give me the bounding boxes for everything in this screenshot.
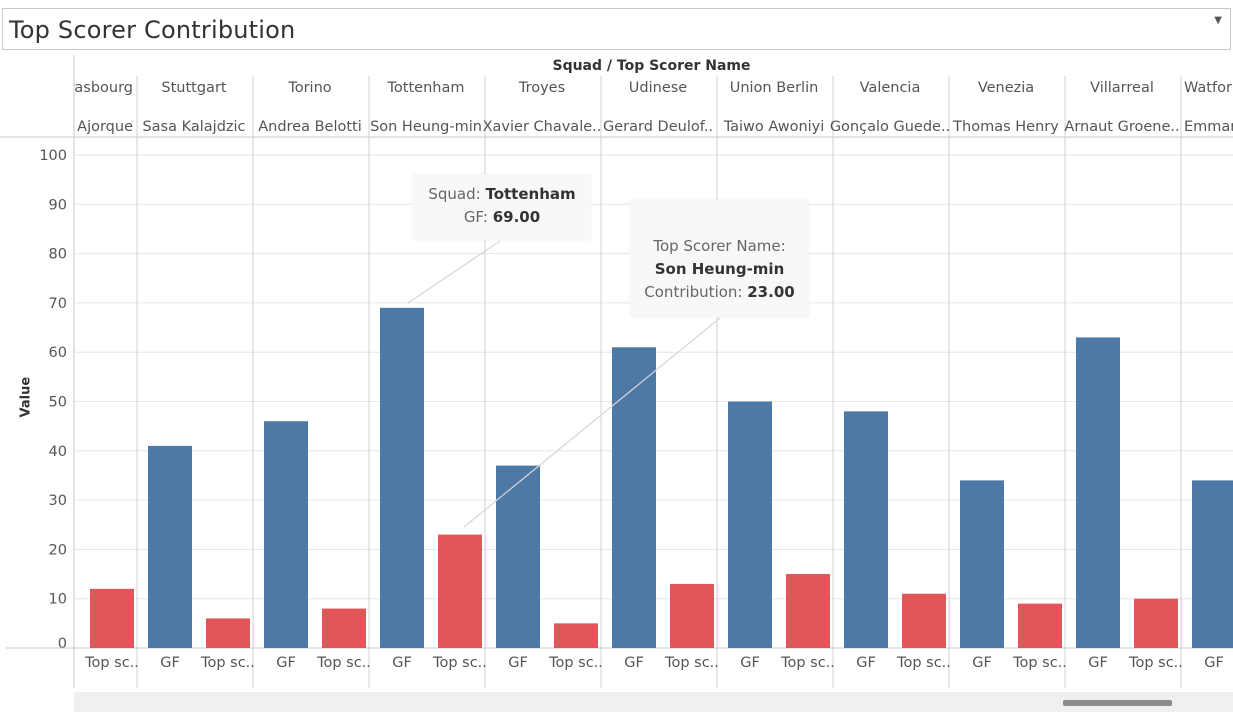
bar-gf[interactable] <box>496 465 540 648</box>
x-category-label: GF <box>160 655 180 671</box>
bar-contribution[interactable] <box>90 588 134 648</box>
y-tick-label: 70 <box>49 296 67 312</box>
y-tick-label: 100 <box>39 148 67 164</box>
x-category-label: GF <box>856 655 876 671</box>
tooltip-label: Top Scorer Name: <box>653 237 786 255</box>
squad-header[interactable]: Torino <box>287 80 331 96</box>
chart-title: Top Scorer Contribution <box>9 16 296 44</box>
y-tick-label: 50 <box>49 395 67 411</box>
squad-header[interactable]: Valencia <box>860 80 921 96</box>
bar-gf[interactable] <box>1192 480 1233 648</box>
x-category-label: Top sc.. <box>896 655 951 671</box>
bars-group[interactable]: rasbourg Ajorque Top sc.. Stuttgart Sasa Kal… <box>68 76 1233 688</box>
x-category-label: Top sc.. <box>1012 655 1067 671</box>
y-tick-label: 10 <box>49 592 67 608</box>
bar-contribution[interactable] <box>1134 598 1178 648</box>
tooltip-label: Squad: <box>428 185 486 203</box>
bar-contribution[interactable] <box>438 534 482 648</box>
scorer-header[interactable]: Gerard Deulof.. <box>603 119 713 135</box>
x-category-label: GF <box>508 655 528 671</box>
tooltip-gf: Squad: Tottenham GF: 69.00 <box>413 174 591 240</box>
scorer-header[interactable]: Gonçalo Guede.. <box>830 119 950 135</box>
scrollbar-thumb[interactable] <box>1063 700 1172 706</box>
squad-header[interactable]: Troyes <box>518 80 565 96</box>
scorer-header[interactable]: Arnaut Groene.. <box>1064 119 1179 135</box>
scorer-header[interactable]: Sasa Kalajdzic <box>142 119 245 135</box>
squad-header[interactable]: Watfor <box>1184 80 1232 96</box>
x-category-label: GF <box>972 655 992 671</box>
scorer-header[interactable]: Taiwo Awoniyi <box>723 119 825 135</box>
squad-header[interactable]: Villarreal <box>1090 80 1154 96</box>
x-category-label: Top sc.. <box>84 655 139 671</box>
bar-contribution[interactable] <box>206 618 250 648</box>
tooltip-label: GF: <box>463 208 493 226</box>
bar-contribution[interactable] <box>902 593 946 648</box>
squad-header[interactable]: Stuttgart <box>161 80 227 96</box>
bar-gf[interactable] <box>728 401 772 649</box>
bar-gf[interactable] <box>1076 337 1120 648</box>
x-category-label: Top sc.. <box>432 655 487 671</box>
x-category-label: GF <box>1204 655 1224 671</box>
squad-header[interactable]: Udinese <box>629 80 688 96</box>
squad-header[interactable]: Venezia <box>978 80 1034 96</box>
tooltip-value: 23.00 <box>747 283 795 301</box>
x-category-label: Top sc.. <box>780 655 835 671</box>
scorer-header[interactable]: Xavier Chavale.. <box>483 119 602 135</box>
y-tick-label: 30 <box>49 493 67 509</box>
squad-header[interactable]: Tottenham <box>387 80 465 96</box>
x-category-label: GF <box>740 655 760 671</box>
scorer-header[interactable]: Andrea Belotti <box>258 119 362 135</box>
y-tick-label: 60 <box>49 345 67 361</box>
x-category-label: Top sc.. <box>200 655 255 671</box>
tooltip-label: Contribution: <box>644 283 748 301</box>
x-category-label: Top sc.. <box>548 655 603 671</box>
bar-gf[interactable] <box>148 445 192 648</box>
x-category-label: Top sc.. <box>1128 655 1183 671</box>
horizontal-scrollbar[interactable] <box>74 692 1233 712</box>
title-bar[interactable]: Top Scorer Contribution ▼ <box>2 8 1231 50</box>
x-category-label: GF <box>1088 655 1108 671</box>
scorer-header[interactable]: Emmar <box>1184 119 1233 135</box>
y-tick-label: 40 <box>49 444 67 460</box>
x-category-label: Top sc.. <box>316 655 371 671</box>
tooltip-contribution: Top Scorer Name: Son Heung-min Contribut… <box>630 200 809 317</box>
bar-contribution[interactable] <box>670 583 714 648</box>
scorer-header[interactable]: Thomas Henry <box>952 119 1059 135</box>
bar-contribution[interactable] <box>554 623 598 648</box>
bar-gf[interactable] <box>960 480 1004 648</box>
scorer-header[interactable]: Ajorque <box>77 119 133 135</box>
tooltip-value: 69.00 <box>492 208 541 226</box>
bar-contribution[interactable] <box>322 608 366 648</box>
squad-header[interactable]: Union Berlin <box>730 80 819 96</box>
tooltip-leader-line <box>407 240 501 304</box>
x-category-label: GF <box>392 655 412 671</box>
y-tick-label: 0 <box>58 636 67 652</box>
column-header-title: Squad / Top Scorer Name <box>552 58 751 74</box>
bar-gf[interactable] <box>380 307 424 648</box>
x-category-label: Top sc.. <box>664 655 719 671</box>
squad-header[interactable]: rasbourg <box>68 80 133 96</box>
chevron-down-icon[interactable]: ▼ <box>1214 15 1222 26</box>
x-category-label: GF <box>276 655 296 671</box>
bar-contribution[interactable] <box>1018 603 1062 648</box>
y-tick-label: 80 <box>49 247 67 263</box>
y-tick-label: 20 <box>49 542 67 558</box>
bar-gf[interactable] <box>844 411 888 648</box>
scorer-header[interactable]: Son Heung-min <box>370 119 482 135</box>
bar-gf[interactable] <box>264 421 308 648</box>
bar-contribution[interactable] <box>786 574 830 648</box>
x-category-label: GF <box>624 655 644 671</box>
y-tick-label: 90 <box>49 197 67 213</box>
bar-gf[interactable] <box>612 347 656 648</box>
tooltip-leader-line <box>463 317 721 528</box>
tooltip-value: Tottenham <box>485 185 576 203</box>
tooltip-value: Son Heung-min <box>654 260 785 278</box>
